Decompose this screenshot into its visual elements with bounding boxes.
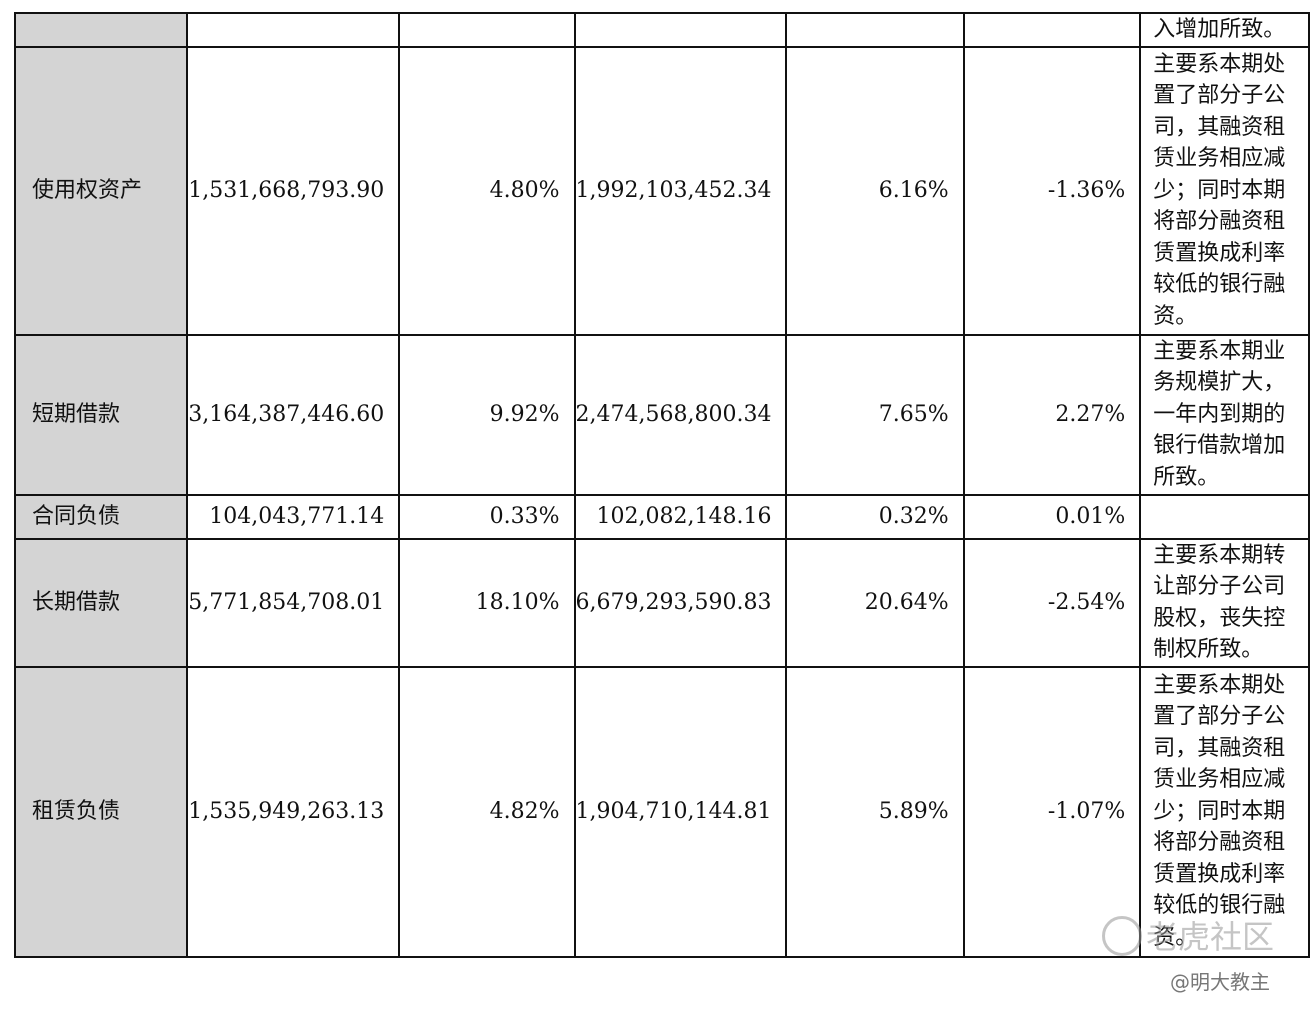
table-row: 租赁负债 1,535,949,263.13 4.82% 1,904,710,14… — [13, 665, 1310, 958]
prior-ratio: 20.64% — [785, 537, 965, 668]
current-ratio — [398, 12, 576, 48]
current-ratio: 4.82% — [398, 665, 576, 958]
prior-ratio: 7.65% — [785, 333, 965, 496]
prior-ratio: 0.32% — [785, 493, 965, 540]
current-amount — [186, 12, 401, 48]
item-label: 合同负债 — [13, 493, 189, 540]
change-note: 主要系本期转让部分子公司股权，丧失控制权所致。 — [1139, 537, 1310, 668]
prior-amount: 102,082,148.16 — [573, 493, 788, 540]
tiger-logo-icon — [1102, 916, 1142, 956]
table-row: 使用权资产 1,531,668,793.90 4.80% 1,992,103,4… — [13, 45, 1310, 336]
current-amount: 1,535,949,263.13 — [186, 665, 401, 958]
current-ratio: 4.80% — [398, 45, 576, 336]
ratio-change — [962, 12, 1142, 48]
prior-ratio: 6.16% — [785, 45, 965, 336]
prior-amount: 1,904,710,144.81 — [573, 665, 788, 958]
item-label: 长期借款 — [13, 537, 189, 668]
prior-amount: 6,679,293,590.83 — [573, 537, 788, 668]
prior-amount: 1,992,103,452.34 — [573, 45, 788, 336]
table-row: 长期借款 5,771,854,708.01 18.10% 6,679,293,5… — [13, 537, 1310, 668]
current-amount: 1,531,668,793.90 — [186, 45, 401, 336]
current-amount: 104,043,771.14 — [186, 493, 401, 540]
ratio-change: 0.01% — [962, 493, 1142, 540]
item-label: 使用权资产 — [13, 45, 189, 336]
current-ratio: 18.10% — [398, 537, 576, 668]
prior-amount: 2,474,568,800.34 — [573, 333, 788, 496]
prior-ratio — [785, 12, 965, 48]
table-body: 入增加所致。 使用权资产 1,531,668,793.90 4.80% 1,99… — [13, 12, 1310, 958]
community-watermark-text: 老虎社区 — [1146, 918, 1275, 956]
ratio-change: -2.54% — [962, 537, 1142, 668]
change-note: 主要系本期处置了部分子公司，其融资租赁业务相应减少；同时本期将部分融资租赁置换成… — [1139, 45, 1310, 336]
author-watermark: @明大教主 — [1170, 970, 1270, 994]
prior-amount — [573, 12, 788, 48]
table-row: 合同负债 104,043,771.14 0.33% 102,082,148.16… — [13, 493, 1310, 540]
item-label: 短期借款 — [13, 333, 189, 496]
change-note — [1139, 493, 1310, 540]
current-amount: 5,771,854,708.01 — [186, 537, 401, 668]
current-amount: 3,164,387,446.60 — [186, 333, 401, 496]
community-watermark: 老虎社区 — [1102, 912, 1274, 959]
prior-ratio: 5.89% — [785, 665, 965, 958]
item-label: 租赁负债 — [13, 665, 189, 958]
current-ratio: 9.92% — [398, 333, 576, 496]
ratio-change: 2.27% — [962, 333, 1142, 496]
ratio-change: -1.07% — [962, 665, 1142, 958]
table-row: 入增加所致。 — [13, 12, 1310, 48]
current-ratio: 0.33% — [398, 493, 576, 540]
change-note: 主要系本期业务规模扩大，一年内到期的银行借款增加所致。 — [1139, 333, 1310, 496]
change-note: 入增加所致。 — [1139, 12, 1310, 48]
table-row: 短期借款 3,164,387,446.60 9.92% 2,474,568,80… — [13, 333, 1310, 496]
balance-sheet-table: 入增加所致。 使用权资产 1,531,668,793.90 4.80% 1,99… — [13, 12, 1310, 958]
change-note: 主要系本期处置了部分子公司，其融资租赁业务相应减少；同时本期将部分融资租赁置换成… — [1139, 665, 1310, 958]
item-label — [13, 12, 189, 48]
ratio-change: -1.36% — [962, 45, 1142, 336]
